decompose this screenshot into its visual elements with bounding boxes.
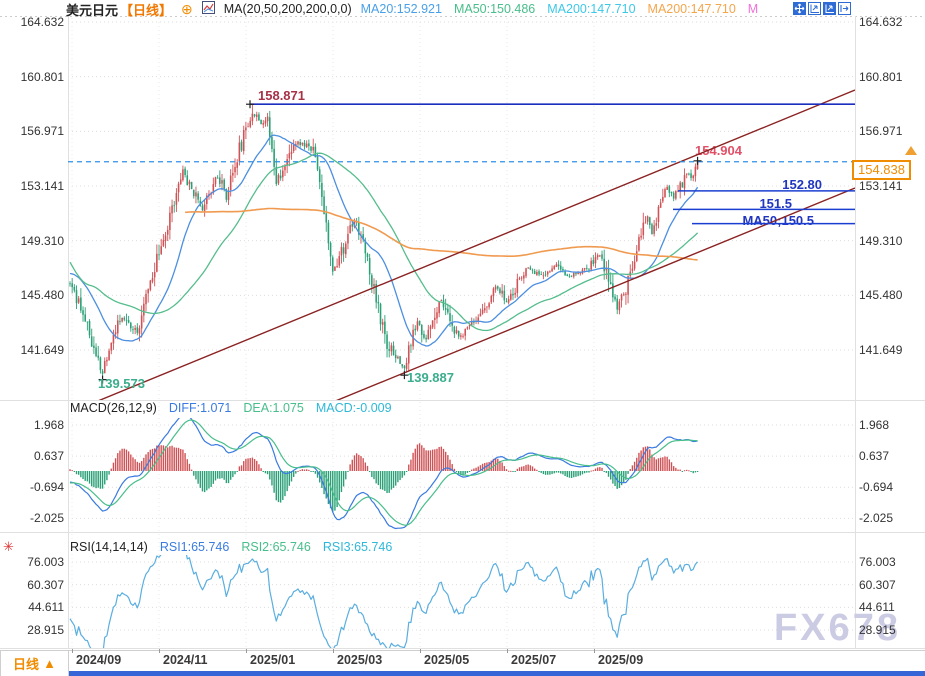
rsi-axis-tick: 28.915 (27, 622, 64, 637)
date-axis-label: 2025/01 (250, 653, 296, 667)
recent-high-price-label[interactable]: 154.904 (695, 143, 742, 158)
ma-value-label: MA200:147.710 (547, 2, 636, 16)
rsi-axis-tick: 60.307 (859, 577, 896, 592)
price-axis-tick: 149.310 (20, 233, 64, 248)
price-up-arrow-icon (905, 146, 917, 155)
sun-marker-icon: ✳ (3, 539, 14, 554)
macd-axis-tick: -2.025 (29, 511, 64, 526)
date-axis-label: 2025/03 (337, 653, 383, 667)
timeframe-arrow-icon: ▲ (43, 656, 56, 671)
rsi2-value: RSI2:65.746 (241, 540, 311, 554)
price-axis-tick: 149.310 (859, 233, 903, 248)
date-axis-tickmark (72, 649, 73, 653)
swing-low-1-label[interactable]: 139.573 (98, 376, 145, 391)
macd-dea-value: DEA:1.075 (243, 401, 304, 415)
bottom-blue-strip (0, 671, 925, 676)
macd-header: MACD(26,12,9) DIFF:1.071 DEA:1.075 MACD:… (70, 401, 392, 415)
macd-axis-tick: -2.025 (859, 511, 894, 526)
rsi3-value: RSI3:65.746 (322, 540, 393, 554)
timeframe-label: 日线 (13, 657, 40, 672)
date-axis-tickmark (246, 649, 247, 653)
ma-settings-label: MA(20,50,200,200,0,0) (223, 2, 352, 16)
rsi1-value: RSI1:65.746 (159, 540, 230, 554)
price-axis-tick: 141.649 (859, 343, 903, 357)
support-level-1-label[interactable]: 152.80 (782, 177, 822, 192)
macd-hist-value: MACD:-0.009 (315, 401, 392, 415)
macd-axis-tick: 1.968 (859, 418, 890, 432)
rsi-header: RSI(14,14,14) RSI1:65.746 RSI2:65.746 RS… (70, 540, 392, 554)
date-axis-tickmark (333, 649, 334, 653)
resistance-price-label[interactable]: 158.871 (258, 88, 305, 103)
macd-axis-tick: 0.637 (33, 449, 64, 464)
chart-header: 美元日元 【日线】 ⊕ MA(20,50,200,200,0,0) MA20:1… (66, 1, 759, 18)
current-price-axis-box: 154.838 (852, 160, 911, 180)
date-axis-label: 2025/05 (424, 653, 470, 667)
timeframe-selector[interactable]: 日线 ▲ (0, 650, 69, 676)
date-axis-label: 2024/09 (76, 653, 122, 667)
ma-values: MA20:152.921 MA50:150.486 MA200:147.710 MA2… (361, 2, 759, 16)
date-axis-tickmark (507, 649, 508, 653)
rsi-axis-tick: 44.611 (28, 600, 64, 615)
timeframe-tag: 【日线】 (120, 2, 173, 18)
price-axis-tick: 153.141 (859, 178, 903, 193)
price-axis-tick: 145.480 (20, 288, 64, 303)
rsi-title: RSI(14,14,14) (70, 540, 148, 554)
price-axis-tick: 156.971 (20, 124, 64, 139)
date-axis-label: 2025/07 (511, 653, 557, 667)
move-tool-icon[interactable] (793, 2, 806, 15)
macd-axis-tick: 1.968 (33, 418, 64, 432)
ma-value-label: MA50:150.486 (453, 2, 536, 16)
ma-value-label: M (747, 2, 759, 16)
date-axis-tickmark (420, 649, 421, 653)
price-axis-tick: 160.801 (20, 69, 64, 84)
rsi-axis-tick: 76.003 (27, 555, 64, 569)
jump-to-latest-icon[interactable] (838, 2, 851, 15)
indicator-chart-icon[interactable] (201, 1, 215, 17)
price-axis-tick: 145.480 (859, 288, 903, 303)
swing-low-2-label[interactable]: 139.887 (407, 370, 454, 385)
macd-diff-value: DIFF:1.071 (168, 401, 232, 415)
ma-value-label: MA200:147.710 (647, 2, 736, 16)
price-axis-tick: 160.801 (859, 69, 903, 84)
macd-axis-tick: -0.694 (29, 480, 64, 495)
macd-axis-tick: 0.637 (859, 449, 890, 464)
price-axis-tick: 141.649 (20, 343, 64, 357)
date-axis-label: 2025/09 (598, 653, 644, 667)
scale-range-active-icon[interactable] (823, 2, 836, 15)
date-axis-tickmark (159, 649, 160, 653)
macd-axis-tick: -0.694 (859, 480, 894, 495)
watermark: FX678 (774, 607, 901, 649)
ma-value-label: MA20:152.921 (360, 2, 442, 16)
price-axis-tick: 164.632 (20, 15, 64, 29)
price-axis-tick: 164.632 (859, 15, 903, 29)
date-axis-tickmark (594, 649, 595, 653)
date-axis-label: 2024/11 (163, 653, 208, 667)
rsi-axis-tick: 60.307 (27, 577, 64, 592)
rsi-axis-tick: 76.003 (859, 555, 896, 569)
support-level-2-label[interactable]: 151.5 (759, 196, 792, 211)
macd-title: MACD(26,12,9) (70, 401, 157, 415)
rsi-axis-tick: 44.611 (859, 600, 895, 615)
price-axis-tick: 153.141 (20, 178, 64, 193)
time-axis-bar (0, 650, 925, 672)
chart-toolbar (793, 2, 851, 15)
plus-circle-icon[interactable]: ⊕ (181, 1, 193, 17)
price-axis-tick: 156.971 (859, 124, 903, 139)
symbol-name: 美元日元 (66, 2, 119, 18)
rsi-axis-tick: 28.915 (859, 622, 896, 637)
scale-range-icon[interactable] (808, 2, 821, 15)
